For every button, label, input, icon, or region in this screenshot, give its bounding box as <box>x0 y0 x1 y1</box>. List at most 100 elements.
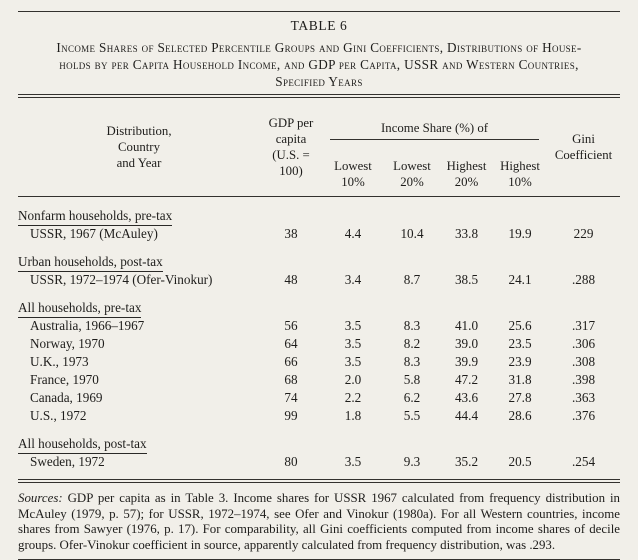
highest10-cell: 27.8 <box>508 390 532 405</box>
lowest20-cell: 9.3 <box>403 454 421 469</box>
table-row: Australia, 1966–1967 56 3.5 8.3 41.0 25.6 .317 <box>18 317 620 335</box>
data-table: Distribution, Country and Year GDP per c… <box>18 98 621 476</box>
header-country: Distribution, Country and Year <box>18 98 260 197</box>
header-lowest-10: Lowest 10% <box>322 156 384 197</box>
table-row: USSR, 1972–1974 (Ofer-Vinokur) 48 3.4 8.7 38… <box>18 271 620 289</box>
country-cell: Australia, 1966–1967 <box>30 318 145 333</box>
table-row: Sweden, 1972 80 3.5 9.3 35.2 20.5 .254 <box>18 453 620 475</box>
lowest10-cell: 3.5 <box>344 318 362 333</box>
gini-cell: .376 <box>571 408 596 423</box>
header-row-sub: Lowest 10% Lowest 20% Highest 20% Highes… <box>18 156 620 197</box>
gini-cell: .308 <box>571 354 596 369</box>
table-title: TABLE 6 <box>290 18 348 33</box>
section-cell: All households, pre-tax <box>18 289 620 318</box>
highest10-cell: 23.5 <box>508 336 532 351</box>
sources-text: GDP per capita as in Table 3. Income sha… <box>18 491 620 552</box>
header-highest-10: Highest 10% <box>493 156 548 197</box>
section-label: Nonfarm households, pre-tax <box>18 208 173 226</box>
gdp-cell: 80 <box>284 454 298 469</box>
lowest10-cell: 2.2 <box>344 390 362 405</box>
country-cell: U.S., 1972 <box>30 408 87 423</box>
country-cell: USSR, 1967 (McAuley) <box>30 226 158 241</box>
gdp-cell: 48 <box>284 272 298 287</box>
highest10-cell: 20.5 <box>508 454 532 469</box>
highest20-cell: 39.0 <box>454 336 479 351</box>
gdp-cell: 56 <box>284 318 298 333</box>
sources-note: Sources: GDP per capita as in Table 3. I… <box>18 491 620 553</box>
country-cell: Canada, 1969 <box>30 390 103 405</box>
section-row: Urban households, post-tax <box>18 243 620 272</box>
lowest20-cell: 5.8 <box>403 372 421 387</box>
header-gini-coefficient: Gini Coefficient <box>547 98 621 197</box>
header-income-share-label: Income Share (%) of <box>330 120 540 140</box>
gini-cell: .317 <box>571 318 596 333</box>
section-cell: Urban households, post-tax <box>18 243 620 272</box>
lowest10-cell: 3.4 <box>344 272 362 287</box>
table-row: U.K., 1973 66 3.5 8.3 39.9 23.9 .308 <box>18 353 620 371</box>
table-body: Nonfarm households, pre-tax USSR, 1967 (M… <box>18 197 620 476</box>
top-rule <box>18 11 620 12</box>
gini-cell: .398 <box>571 372 596 387</box>
lowest10-cell: 1.8 <box>344 408 362 423</box>
table-row: Norway, 1970 64 3.5 8.2 39.0 23.5 .306 <box>18 335 620 353</box>
table-header: Distribution, Country and Year GDP per c… <box>18 98 621 197</box>
sources-label: Sources: <box>18 491 63 505</box>
header-income-share-spanner: Income Share (%) of <box>322 98 547 156</box>
gdp-cell: 74 <box>284 390 298 405</box>
lowest20-cell: 8.2 <box>403 336 421 351</box>
highest10-cell: 28.6 <box>508 408 532 423</box>
section-label: Urban households, post-tax <box>18 254 163 272</box>
country-cell: France, 1970 <box>30 372 99 387</box>
highest20-cell: 38.5 <box>454 272 479 287</box>
table-row: U.S., 1972 99 1.8 5.5 44.4 28.6 .376 <box>18 407 620 425</box>
gdp-cell: 68 <box>284 372 298 387</box>
lowest20-cell: 6.2 <box>403 390 421 405</box>
header-lowest-20: Lowest 20% <box>384 156 440 197</box>
lowest20-cell: 5.5 <box>403 408 421 423</box>
highest20-cell: 41.0 <box>454 318 479 333</box>
lowest20-cell: 10.4 <box>400 226 424 241</box>
highest10-cell: 25.6 <box>508 318 532 333</box>
gini-cell: .288 <box>571 272 596 287</box>
header-row-top: Distribution, Country and Year GDP per c… <box>18 98 621 197</box>
highest10-cell: 23.9 <box>508 354 532 369</box>
header-gdp-per-capita: GDP per capita (U.S. = 100) <box>260 98 322 197</box>
gdp-cell: 64 <box>284 336 298 351</box>
lowest10-cell: 3.5 <box>344 454 362 469</box>
lowest10-cell: 3.5 <box>344 336 362 351</box>
gini-cell: .254 <box>571 454 596 469</box>
highest20-cell: 39.9 <box>454 354 479 369</box>
highest20-cell: 47.2 <box>454 372 479 387</box>
section-cell: Nonfarm households, pre-tax <box>18 197 620 226</box>
gdp-cell: 38 <box>284 226 298 241</box>
double-rule-bottom <box>18 479 620 483</box>
section-row: All households, post-tax <box>18 425 620 454</box>
table-row: France, 1970 68 2.0 5.8 47.2 31.8 .398 <box>18 371 620 389</box>
lowest20-cell: 8.3 <box>403 354 421 369</box>
table-row: Canada, 1969 74 2.2 6.2 43.6 27.8 .363 <box>18 389 620 407</box>
highest20-cell: 44.4 <box>454 408 479 423</box>
gdp-cell: 99 <box>284 408 298 423</box>
gini-cell: 229 <box>573 226 594 241</box>
country-cell: USSR, 1972–1974 (Ofer-Vinokur) <box>30 272 213 287</box>
country-cell: Sweden, 1972 <box>30 454 105 469</box>
lowest10-cell: 3.5 <box>344 354 362 369</box>
highest20-cell: 43.6 <box>454 390 479 405</box>
highest10-cell: 31.8 <box>508 372 532 387</box>
gini-cell: .306 <box>571 336 596 351</box>
table-row: USSR, 1967 (McAuley) 38 4.4 10.4 33.8 19.9 229 <box>18 225 620 243</box>
gini-cell: .363 <box>571 390 596 405</box>
lowest20-cell: 8.3 <box>403 318 421 333</box>
header-highest-20: Highest 20% <box>440 156 493 197</box>
lowest10-cell: 2.0 <box>344 372 362 387</box>
section-label: All households, pre-tax <box>18 300 142 318</box>
lowest20-cell: 8.7 <box>403 272 421 287</box>
section-cell: All households, post-tax <box>18 425 620 454</box>
highest10-cell: 19.9 <box>508 226 532 241</box>
highest20-cell: 35.2 <box>454 454 479 469</box>
section-row: All households, pre-tax <box>18 289 620 318</box>
section-row: Nonfarm households, pre-tax <box>18 197 620 226</box>
double-rule-top <box>18 94 620 98</box>
lowest10-cell: 4.4 <box>344 226 362 241</box>
